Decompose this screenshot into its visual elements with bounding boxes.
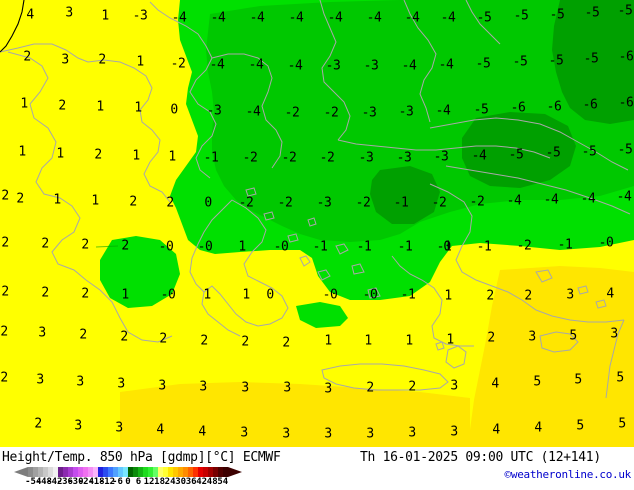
- scale-arrow-left-icon: [14, 467, 28, 477]
- scale-swatch: [118, 467, 123, 477]
- scale-swatch: [203, 467, 208, 477]
- scale-swatch: [213, 467, 218, 477]
- scale-swatch: [33, 467, 38, 477]
- scale-tick-label: -54: [25, 477, 42, 487]
- scale-swatch: [43, 467, 48, 477]
- fill-blob-green-ionian: [100, 236, 180, 308]
- scale-swatch: [208, 467, 213, 477]
- fill-band-yellow-warm-s: [120, 382, 470, 447]
- chart-footer: Height/Temp. 850 hPa [gdmp][°C] ECMWF Th…: [0, 447, 634, 490]
- scale-swatch: [133, 467, 138, 477]
- coastline-layer: [0, 0, 631, 399]
- scale-tick-label: -36: [56, 477, 73, 487]
- scale-swatch: [73, 467, 78, 477]
- copyright-credit[interactable]: ©weatheronline.co.uk: [504, 468, 632, 481]
- scale-swatch: [68, 467, 73, 477]
- weather-map-canvas[interactable]: 4 3 1 -3 -4 -4 -4 -4 -4 -4 -4 -4 -5 -5 -…: [0, 0, 634, 447]
- scale-swatch: [168, 467, 173, 477]
- scale-swatch: [128, 467, 133, 477]
- scale-tick-label: -42: [46, 477, 63, 487]
- scale-swatch: [78, 467, 83, 477]
- scale-swatch: [38, 467, 43, 477]
- scale-tick-label: -30: [67, 477, 84, 487]
- temperature-scale-ticks: -54 -48 -42 -36 -30 -24 -18 -12 -6 0 6 12 18 24 30 36 42…: [25, 477, 229, 489]
- scale-swatch: [53, 467, 58, 477]
- scale-tick-label: 24: [164, 477, 176, 487]
- scale-swatch: [218, 467, 223, 477]
- scale-tick-label: 36: [185, 477, 197, 487]
- scale-tick-label: 6: [135, 477, 142, 487]
- scale-swatch: [93, 467, 98, 477]
- scale-swatch: [58, 467, 63, 477]
- height-contour-layer: [95, 245, 119, 248]
- scale-swatch: [173, 467, 178, 477]
- scale-tick-label: 48: [206, 477, 218, 487]
- fill-blob-green-crete-north: [296, 302, 348, 328]
- scale-swatch: [123, 467, 128, 477]
- fill-band-green-dark-central: [462, 112, 576, 188]
- scale-swatch: [63, 467, 68, 477]
- chart-title: Height/Temp. 850 hPa [gdmp][°C] ECMWF: [2, 450, 281, 465]
- scale-tick-label: -48: [35, 477, 52, 487]
- scale-tick-label: 54: [217, 477, 229, 487]
- scale-swatch: [28, 467, 33, 477]
- scale-swatch: [148, 467, 153, 477]
- scale-swatch: [108, 467, 113, 477]
- scale-swatch: [153, 467, 158, 477]
- scale-tick-label: 12: [143, 477, 155, 487]
- scale-swatch: [98, 467, 103, 477]
- border-line-layer: [0, 0, 25, 53]
- scale-tick-label: 42: [196, 477, 208, 487]
- scale-swatch: [48, 467, 53, 477]
- fill-band-yellow-warm-se: [470, 266, 634, 447]
- scale-arrow-right-icon: [228, 467, 242, 477]
- scale-swatch: [88, 467, 93, 477]
- scale-tick-label: -6: [112, 477, 123, 487]
- scale-swatch: [103, 467, 108, 477]
- chart-valid-time: Th 16-01-2025 09:00 UTC (12+141): [360, 450, 601, 465]
- fill-band-green-dark-mid: [370, 166, 440, 224]
- temperature-color-scale: [28, 467, 228, 477]
- scale-swatch: [83, 467, 88, 477]
- scale-swatch: [188, 467, 193, 477]
- scale-swatch: [143, 467, 148, 477]
- scale-swatch: [163, 467, 168, 477]
- scale-tick-label: 30: [175, 477, 187, 487]
- scale-swatch: [183, 467, 188, 477]
- scale-tick-label: -18: [88, 477, 105, 487]
- scale-tick-label: -24: [77, 477, 95, 487]
- scale-swatch: [138, 467, 143, 477]
- scale-swatch: [158, 467, 163, 477]
- scale-swatch: [113, 467, 118, 477]
- scale-swatch: [193, 467, 198, 477]
- scale-swatch: [223, 467, 228, 477]
- scale-swatch: [178, 467, 183, 477]
- scale-swatch: [198, 467, 203, 477]
- scale-tick-label: 18: [154, 477, 165, 487]
- fill-band-green-dark-ne: [552, 0, 634, 124]
- scale-tick-label: -12: [98, 477, 116, 487]
- map-field-svg: [0, 0, 634, 447]
- scale-tick-label: 0: [125, 477, 131, 487]
